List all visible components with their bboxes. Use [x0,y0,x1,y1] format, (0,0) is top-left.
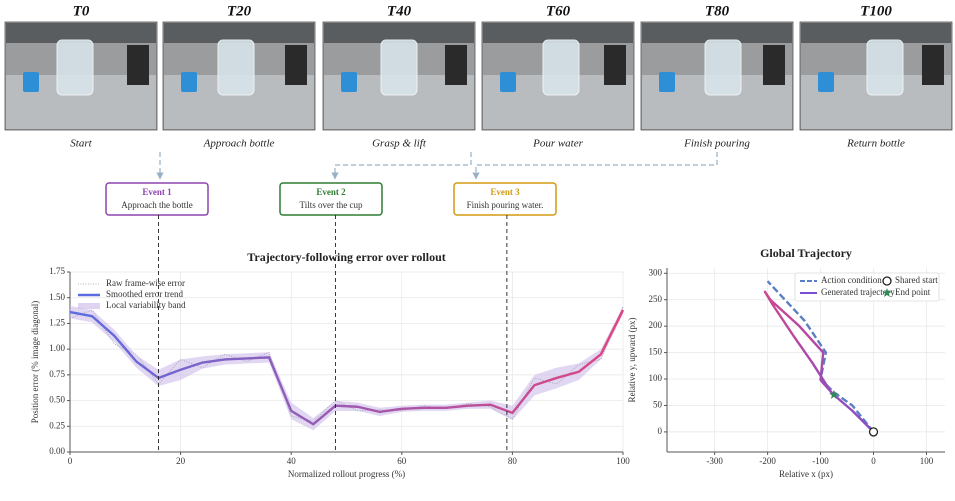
frame-backdrop [324,23,474,43]
frame-robot [127,45,149,85]
frame-cup [818,72,834,92]
x-tick-label: -100 [812,456,829,466]
frame-robot [922,45,944,85]
y-tick-label: 1.00 [49,343,65,353]
frame-backdrop [801,23,951,43]
event-title: Event 1 [142,187,172,197]
x-axis-label: Normalized rollout progress (%) [288,469,405,479]
x-tick-label: 100 [616,456,630,466]
frame-robot [763,45,785,85]
frame-backdrop [642,23,792,43]
frame-label: T0 [73,3,90,19]
frame-robot [285,45,307,85]
frame-cup [181,72,197,92]
event-text: Finish pouring water. [467,200,544,210]
frame-cup [23,72,39,92]
x-tick-label: 60 [397,456,407,466]
event-arrow [331,152,472,180]
y-tick-label: 100 [649,373,663,383]
frame-jug [380,39,418,96]
legend-label: Generated trajectory [821,287,895,297]
event-box [453,182,557,216]
event-box [279,182,383,216]
series-line [763,290,875,433]
frame-cup [659,72,675,92]
legend-label: Action condition [821,275,882,285]
frame-caption: Approach bottle [203,138,275,150]
start-marker [868,427,879,437]
frame-caption: Grasp & lift [372,138,427,150]
y-axis-label: Relative y, upward (px) [627,318,637,403]
event-box [105,182,209,216]
x-tick-label: 0 [68,456,73,466]
frame-backdrop [6,23,156,43]
legend-swatch [78,303,100,309]
y-tick-label: 250 [649,294,663,304]
frame-jug [56,39,94,96]
frame-jug [704,39,742,96]
frame-jug [217,39,255,96]
y-tick-label: 0.00 [49,446,65,456]
frame-caption: Start [70,138,92,150]
y-tick-label: 1.25 [49,317,65,327]
chart-title: Trajectory-following error over rollout [247,250,446,264]
series-line [69,309,625,426]
y-tick-label: 0 [658,426,663,436]
frame-cup [341,72,357,92]
y-tick-label: 0.25 [49,420,65,430]
legend-label: Raw frame-wise error [106,278,185,288]
frame-caption: Finish pouring [683,138,750,150]
frame-caption: Pour water [532,138,584,150]
frame-jug [866,39,904,96]
y-tick-label: 300 [649,267,663,277]
x-tick-label: -300 [706,456,723,466]
x-axis-label: Relative x (px) [779,469,833,479]
y-tick-label: 1.50 [49,292,65,302]
chart-title: Global Trajectory [760,246,852,260]
y-tick-label: 200 [649,320,663,330]
frame-robot [445,45,467,85]
frame-robot [604,45,626,85]
y-tick-label: 50 [653,400,663,410]
y-tick-label: 1.75 [49,266,65,276]
legend-frame [794,272,940,302]
x-tick-label: 0 [871,456,876,466]
frame-label: T40 [387,3,412,19]
end-marker [882,288,892,298]
y-tick-label: 150 [649,347,663,357]
event-arrow [472,152,718,180]
frame-label: T80 [705,3,730,19]
x-tick-label: 80 [508,456,518,466]
frame-label: T100 [860,3,892,19]
y-tick-label: 0.50 [49,395,65,405]
frame-label: T20 [227,3,252,19]
x-tick-label: 100 [920,456,934,466]
frame-backdrop [164,23,314,43]
legend-label: End point [895,287,931,297]
legend-label: Shared start [895,275,938,285]
x-tick-label: -200 [759,456,776,466]
event-title: Event 2 [316,187,346,197]
legend-label: Local variability band [106,300,186,310]
event-title: Event 3 [490,187,520,197]
legend-label: Smoothed error trend [106,289,183,299]
frame-label: T60 [546,3,571,19]
frame-backdrop [483,23,633,43]
frame-jug [542,39,580,96]
event-text: Approach the bottle [121,200,192,210]
x-tick-label: 20 [176,456,186,466]
y-axis-label: Position error (% image diagonal) [30,301,40,423]
x-tick-label: 40 [287,456,297,466]
event-text: Tilts over the cup [300,200,363,210]
end-marker [829,389,839,399]
frame-caption: Return bottle [846,138,905,150]
start-marker [882,276,892,286]
variability-band [70,305,623,431]
frame-cup [500,72,516,92]
y-tick-label: 0.75 [49,369,65,379]
